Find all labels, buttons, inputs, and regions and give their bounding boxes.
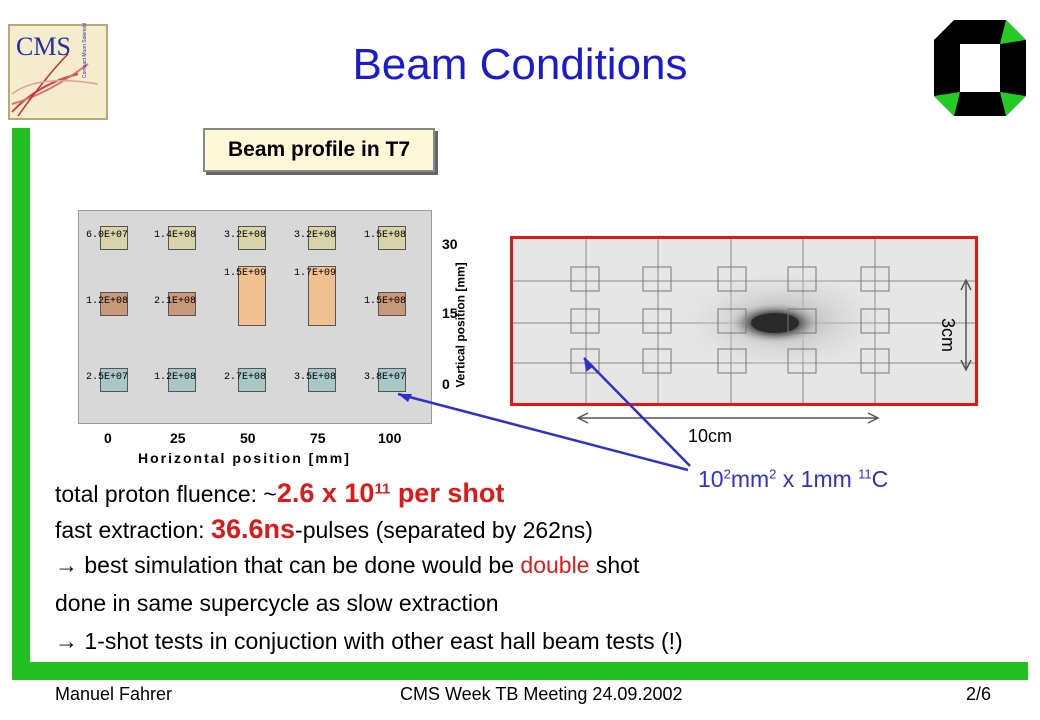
film-scan-graphic	[513, 239, 975, 403]
profile-block	[100, 368, 128, 392]
extraction-prefix: fast extraction:	[55, 517, 211, 543]
profile-value-label: 1.5E+09	[224, 268, 267, 279]
profile-value-label: 3.2E+08	[294, 230, 337, 241]
profile-value-label: 1.2E+08	[86, 296, 129, 307]
cms-logo: CMS Compact Muon Solenoid	[8, 23, 108, 120]
fluence-suffix: per shot	[390, 478, 505, 508]
body-line-extraction: fast extraction: 36.6ns-pulses (separate…	[55, 514, 593, 545]
profile-value-label: 1.7E+09	[294, 268, 337, 279]
extraction-value: 36.6ns	[210, 514, 296, 544]
body-line-simulation: → best simulation that can be done would…	[55, 552, 639, 579]
sample-label-part: x 1mm	[776, 466, 859, 492]
x-tick: 0	[104, 430, 112, 446]
profile-value-label: 3.5E+08	[294, 372, 337, 383]
right-arrow-icon: →	[55, 552, 78, 578]
page-title: Beam Conditions	[352, 40, 688, 89]
university-logo	[930, 16, 1030, 120]
profile-block	[168, 292, 196, 316]
profile-block	[378, 368, 406, 392]
film-height-label: 3cm	[938, 318, 958, 353]
y-tick: 15	[442, 305, 458, 321]
profile-value-label: 2.1E+08	[154, 296, 197, 307]
profile-block	[308, 368, 336, 392]
footer-page-number: 2/6	[966, 684, 992, 704]
profile-block	[308, 226, 336, 250]
simulation-highlight: double	[520, 552, 590, 578]
profile-block	[378, 226, 406, 250]
profile-value-label: 1.2E+08	[154, 372, 197, 383]
width-arrowhead-left	[576, 412, 589, 424]
sample-label-part: 10	[698, 466, 724, 492]
x-tick: 25	[170, 430, 186, 446]
profile-block	[168, 368, 196, 392]
pointer-arrow-film	[583, 357, 691, 467]
profile-block	[238, 266, 266, 326]
profile-block	[238, 226, 266, 250]
profile-value-label: 3.8E+07	[364, 372, 407, 383]
university-logo-graphic	[934, 20, 1026, 116]
profile-value-label: 2.7E+08	[224, 372, 267, 383]
profile-value-label: 6.0E+07	[86, 230, 129, 241]
film-scan-image	[510, 236, 978, 406]
profile-block	[378, 292, 406, 316]
extraction-suffix: -pulses (separated by 262ns)	[295, 517, 593, 543]
profile-value-label: 1.5E+08	[364, 230, 407, 241]
tests-text: 1-shot tests in conjuction with other ea…	[78, 628, 683, 654]
right-arrow-icon: →	[55, 628, 78, 654]
profile-block	[308, 266, 336, 326]
cms-logo-text: CMS	[16, 32, 71, 61]
pointer-arrowhead-plot	[398, 394, 412, 402]
x-axis-label: Horizontal position [mm]	[138, 450, 351, 466]
accent-bar-horizontal	[12, 662, 1028, 680]
footer-author: Manuel Fahrer	[55, 684, 173, 704]
profile-value-label: 1.4E+08	[154, 230, 197, 241]
sample-label-part: C	[871, 466, 889, 492]
x-tick: 50	[240, 430, 256, 446]
y-tick: 30	[442, 236, 458, 252]
pointer-arrowhead-film	[584, 358, 594, 372]
profile-value-label: 1.5E+08	[364, 296, 407, 307]
plot-title: Beam profile in T7	[203, 128, 435, 172]
accent-bar-vertical	[12, 128, 30, 680]
x-tick: 100	[378, 430, 402, 446]
sample-label-part: 11	[858, 466, 872, 482]
body-line-supercycle: done in same supercycle as slow extracti…	[55, 590, 499, 616]
simulation-prefix: best simulation that can be done would b…	[78, 552, 521, 578]
profile-block	[168, 226, 196, 250]
profile-value-label: 3.2E+08	[224, 230, 267, 241]
profile-block	[238, 368, 266, 392]
body-line-tests: → 1-shot tests in conjuction with other …	[55, 628, 683, 655]
cms-logo-graphic	[8, 24, 108, 120]
fluence-value: 2.6 x 10	[276, 478, 375, 508]
footer-event: CMS Week TB Meeting 24.09.2002	[400, 684, 683, 704]
fluence-exponent: 11	[374, 480, 391, 498]
simulation-suffix: shot	[589, 552, 640, 578]
profile-value-label: 2.5E+07	[86, 372, 129, 383]
fluence-prefix: total proton fluence: ~	[55, 481, 277, 507]
sample-label-part: 2	[769, 466, 777, 482]
width-arrowhead-right	[867, 412, 880, 424]
pointer-arrow-plot	[397, 392, 689, 472]
film-width-label: 10cm	[688, 426, 733, 446]
profile-block	[100, 226, 128, 250]
sample-label: 102mm2 x 1mm 11C	[698, 466, 888, 493]
sample-label-part: 2	[723, 466, 731, 482]
height-arrowhead-bottom	[960, 359, 972, 372]
y-tick: 0	[442, 376, 450, 392]
sample-label-part: mm	[730, 466, 770, 492]
body-line-fluence: total proton fluence: ~2.6 x 1011 per sh…	[55, 478, 504, 509]
x-tick: 75	[310, 430, 326, 446]
height-arrowhead-top	[960, 278, 972, 291]
profile-block	[100, 292, 128, 316]
